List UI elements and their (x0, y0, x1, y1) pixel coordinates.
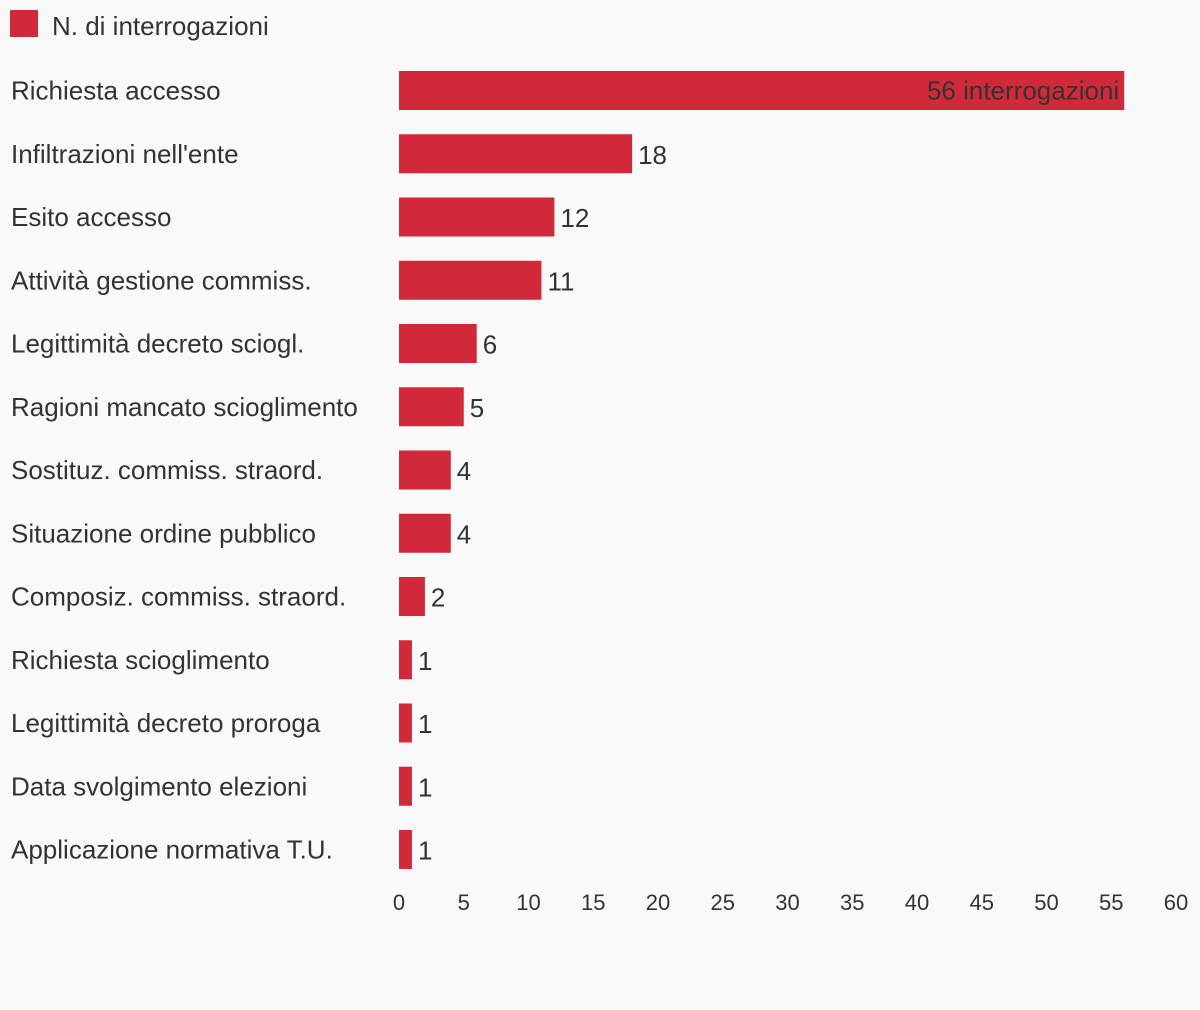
x-tick-label: 55 (1099, 890, 1123, 915)
category-label: Attività gestione commiss. (11, 265, 312, 295)
x-tick-label: 45 (970, 890, 994, 915)
x-tick-label: 60 (1164, 890, 1188, 915)
bar (399, 450, 451, 490)
bar (399, 513, 451, 553)
x-tick-label: 35 (840, 890, 864, 915)
x-tick-label: 15 (581, 890, 605, 915)
category-label: Ragioni mancato scioglimento (11, 392, 358, 422)
category-label: Applicazione normativa T.U. (11, 835, 333, 865)
value-label: 6 (483, 330, 497, 360)
category-label: Composiz. commiss. straord. (11, 582, 346, 612)
legend-swatch (10, 10, 38, 37)
value-label: 5 (470, 393, 484, 423)
x-tick-label: 25 (711, 890, 735, 915)
value-label: 1 (418, 646, 432, 676)
x-tick-label: 20 (646, 890, 670, 915)
category-label: Situazione ordine pubblico (11, 518, 316, 548)
x-axis: 0 5 10 15 20 25 30 35 40 45 50 55 60 (393, 890, 1188, 915)
value-label: 2 (431, 583, 445, 613)
bar (399, 577, 425, 616)
value-label: 1 (418, 836, 432, 866)
value-label: 56 interrogazioni (927, 76, 1119, 106)
bar (399, 703, 412, 743)
x-tick-label: 0 (393, 890, 405, 915)
bar (399, 260, 542, 300)
category-label: Esito accesso (11, 202, 171, 232)
category-labels: Richiesta accesso Infiltrazioni nell'ente… (11, 76, 358, 865)
bar (399, 830, 412, 869)
bar (399, 134, 633, 174)
value-label: 1 (418, 772, 432, 802)
bar (399, 324, 477, 363)
legend-label: N. di interrogazioni (52, 11, 269, 41)
value-label: 4 (457, 519, 471, 549)
category-label: Data svolgimento elezioni (11, 771, 307, 801)
bar (399, 387, 464, 427)
legend: N. di interrogazioni (10, 10, 269, 41)
category-label: Richiesta accesso (11, 76, 221, 106)
x-tick-label: 40 (905, 890, 929, 915)
category-label: Infiltrazioni nell'ente (11, 139, 239, 169)
value-label: 18 (638, 140, 667, 170)
value-label: 4 (457, 456, 471, 486)
value-label: 12 (560, 203, 589, 233)
value-label: 11 (547, 266, 574, 296)
bars (399, 71, 1125, 869)
category-label: Legittimità decreto sciogl. (11, 329, 304, 359)
bar (399, 71, 1125, 110)
x-tick-label: 30 (775, 890, 799, 915)
bar (399, 197, 555, 237)
x-tick-label: 50 (1034, 890, 1058, 915)
x-tick-label: 5 (458, 890, 470, 915)
category-label: Sostituz. commiss. straord. (11, 455, 323, 485)
bar (399, 766, 412, 806)
value-label: 1 (418, 709, 432, 739)
category-label: Richiesta scioglimento (11, 645, 270, 675)
x-tick-label: 10 (516, 890, 540, 915)
bar (399, 640, 412, 680)
category-label: Legittimità decreto proroga (11, 708, 321, 738)
